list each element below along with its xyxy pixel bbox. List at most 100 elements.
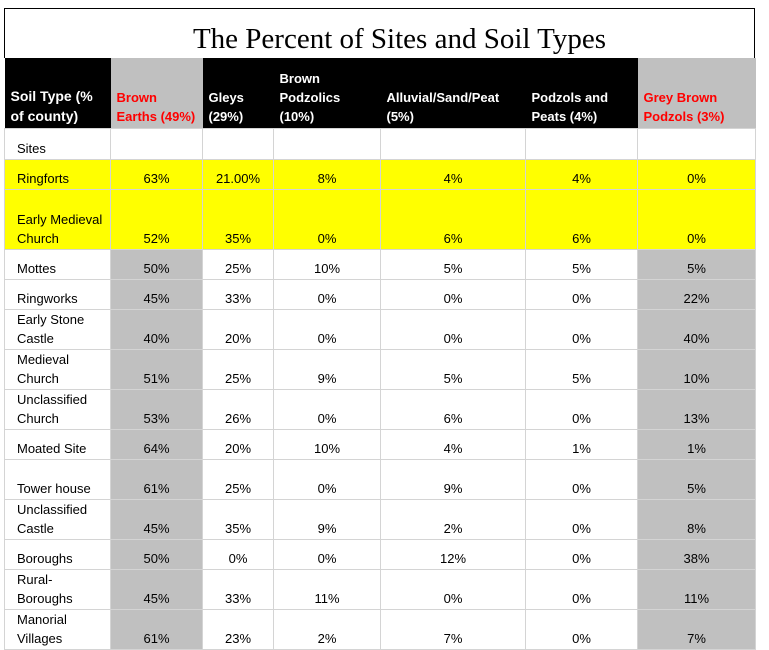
- value-cell: 0%: [525, 388, 638, 430]
- value-cell: 53%: [110, 388, 203, 430]
- value-cell: 45%: [110, 568, 203, 610]
- value-cell: 10%: [273, 428, 381, 460]
- value-cell: 52%: [110, 188, 203, 250]
- site-name: Tower house: [4, 458, 111, 500]
- value-cell: 51%: [110, 348, 203, 390]
- site-name: Ringforts: [4, 158, 111, 190]
- value-cell: 0%: [273, 458, 381, 500]
- value-cell: 35%: [202, 498, 274, 540]
- value-cell: 9%: [273, 498, 381, 540]
- value-cell: 6%: [525, 188, 638, 250]
- value-cell: 9%: [273, 348, 381, 390]
- table-row: Boroughs 50% 0% 0% 12% 0% 38%: [4, 538, 756, 570]
- value-cell: 11%: [273, 568, 381, 610]
- value-cell: 9%: [380, 458, 526, 500]
- value-cell: 10%: [637, 348, 756, 390]
- value-cell: 23%: [202, 608, 274, 650]
- table-cell: [273, 127, 381, 160]
- value-cell: 22%: [637, 278, 756, 310]
- value-cell: 6%: [380, 188, 526, 250]
- table-cell: [202, 127, 274, 160]
- value-cell: 26%: [202, 388, 274, 430]
- value-cell: 7%: [380, 608, 526, 650]
- value-cell: 0%: [637, 158, 756, 190]
- header-gleys: Gleys (29%): [202, 58, 274, 128]
- header-alluvial: Alluvial/Sand/Peat (5%): [380, 58, 526, 128]
- site-name: Unclassified Castle: [4, 498, 111, 540]
- value-cell: 25%: [202, 248, 274, 280]
- value-cell: 40%: [637, 308, 756, 350]
- site-name: Medieval Church: [4, 348, 111, 390]
- value-cell: 0%: [525, 458, 638, 500]
- value-cell: 4%: [380, 428, 526, 460]
- table-row: Manorial Villages 61% 23% 2% 7% 0% 7%: [4, 608, 756, 650]
- value-cell: 2%: [273, 608, 381, 650]
- value-cell: 6%: [380, 388, 526, 430]
- value-cell: 50%: [110, 248, 203, 280]
- table-cell: [637, 127, 756, 160]
- table-row: Unclassified Church 53% 26% 0% 6% 0% 13%: [4, 388, 756, 430]
- table-row: Ringforts 63% 21.00% 8% 4% 4% 0%: [4, 158, 756, 190]
- value-cell: 0%: [637, 188, 756, 250]
- value-cell: 2%: [380, 498, 526, 540]
- value-cell: 5%: [637, 458, 756, 500]
- value-cell: 0%: [273, 308, 381, 350]
- value-cell: 0%: [525, 308, 638, 350]
- value-cell: 0%: [525, 608, 638, 650]
- value-cell: 0%: [273, 188, 381, 250]
- site-name: Rural-Boroughs: [4, 568, 111, 610]
- value-cell: 8%: [273, 158, 381, 190]
- value-cell: 63%: [110, 158, 203, 190]
- value-cell: 0%: [273, 278, 381, 310]
- value-cell: 0%: [525, 568, 638, 610]
- soil-table: Soil Type (% of county) Brown Earths (49…: [4, 58, 756, 650]
- spreadsheet: The Percent of Sites and Soil Types Soil…: [4, 8, 756, 650]
- value-cell: 21.00%: [202, 158, 274, 190]
- site-name: Ringworks: [4, 278, 111, 310]
- value-cell: 8%: [637, 498, 756, 540]
- value-cell: 5%: [637, 248, 756, 280]
- value-cell: 25%: [202, 458, 274, 500]
- value-cell: 40%: [110, 308, 203, 350]
- sites-label: Sites: [4, 127, 111, 160]
- value-cell: 0%: [380, 278, 526, 310]
- value-cell: 0%: [525, 498, 638, 540]
- header-brown-earths: Brown Earths (49%): [110, 58, 203, 128]
- value-cell: 61%: [110, 608, 203, 650]
- value-cell: 20%: [202, 308, 274, 350]
- value-cell: 38%: [637, 538, 756, 570]
- value-cell: 5%: [525, 248, 638, 280]
- table-row: Ringworks 45% 33% 0% 0% 0% 22%: [4, 278, 756, 310]
- header-row: Soil Type (% of county) Brown Earths (49…: [4, 58, 756, 128]
- value-cell: 1%: [637, 428, 756, 460]
- value-cell: 0%: [273, 388, 381, 430]
- value-cell: 50%: [110, 538, 203, 570]
- table-row: Moated Site 64% 20% 10% 4% 1% 1%: [4, 428, 756, 460]
- table-row: Early Stone Castle 40% 20% 0% 0% 0% 40%: [4, 308, 756, 350]
- table-row: Medieval Church 51% 25% 9% 5% 5% 10%: [4, 348, 756, 390]
- table-row: Tower house 61% 25% 0% 9% 0% 5%: [4, 458, 756, 500]
- value-cell: 0%: [273, 538, 381, 570]
- table-cell: [380, 127, 526, 160]
- value-cell: 12%: [380, 538, 526, 570]
- header-podzols-peats: Podzols and Peats (4%): [525, 58, 638, 128]
- value-cell: 45%: [110, 278, 203, 310]
- table-cell: [525, 127, 638, 160]
- site-name: Early Stone Castle: [4, 308, 111, 350]
- value-cell: 0%: [202, 538, 274, 570]
- sites-row: Sites: [4, 127, 756, 160]
- value-cell: 0%: [380, 308, 526, 350]
- value-cell: 25%: [202, 348, 274, 390]
- value-cell: 5%: [380, 348, 526, 390]
- value-cell: 35%: [202, 188, 274, 250]
- value-cell: 5%: [525, 348, 638, 390]
- site-name: Moated Site: [4, 428, 111, 460]
- value-cell: 61%: [110, 458, 203, 500]
- table-cell: [110, 127, 203, 160]
- site-name: Boroughs: [4, 538, 111, 570]
- value-cell: 0%: [525, 278, 638, 310]
- table-row: Mottes 50% 25% 10% 5% 5% 5%: [4, 248, 756, 280]
- site-name: Unclassified Church: [4, 388, 111, 430]
- value-cell: 10%: [273, 248, 381, 280]
- site-name: Early Medieval Church: [4, 188, 111, 250]
